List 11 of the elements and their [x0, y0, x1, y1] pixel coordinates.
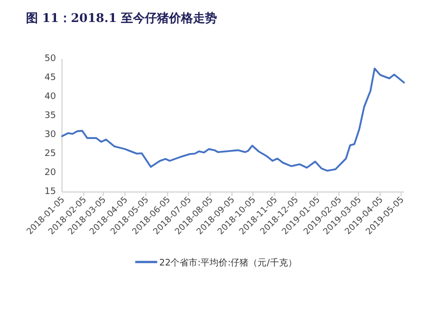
line-series [61, 68, 405, 172]
y-tick-label: 50 [44, 54, 56, 64]
chart-title: 图 11：2018.1 至今仔猪价格走势 [26, 11, 217, 25]
legend-label: 22个省市:平均价:仔猪（元/千克） [159, 258, 297, 268]
y-tick-label: 20 [44, 168, 56, 178]
y-tick-label: 40 [44, 92, 56, 102]
y-tick-label: 35 [44, 111, 56, 121]
y-tick-label: 15 [44, 187, 56, 197]
y-tick-label: 30 [44, 130, 56, 140]
y-tick-label: 25 [44, 149, 56, 159]
y-tick-label: 45 [44, 73, 56, 83]
